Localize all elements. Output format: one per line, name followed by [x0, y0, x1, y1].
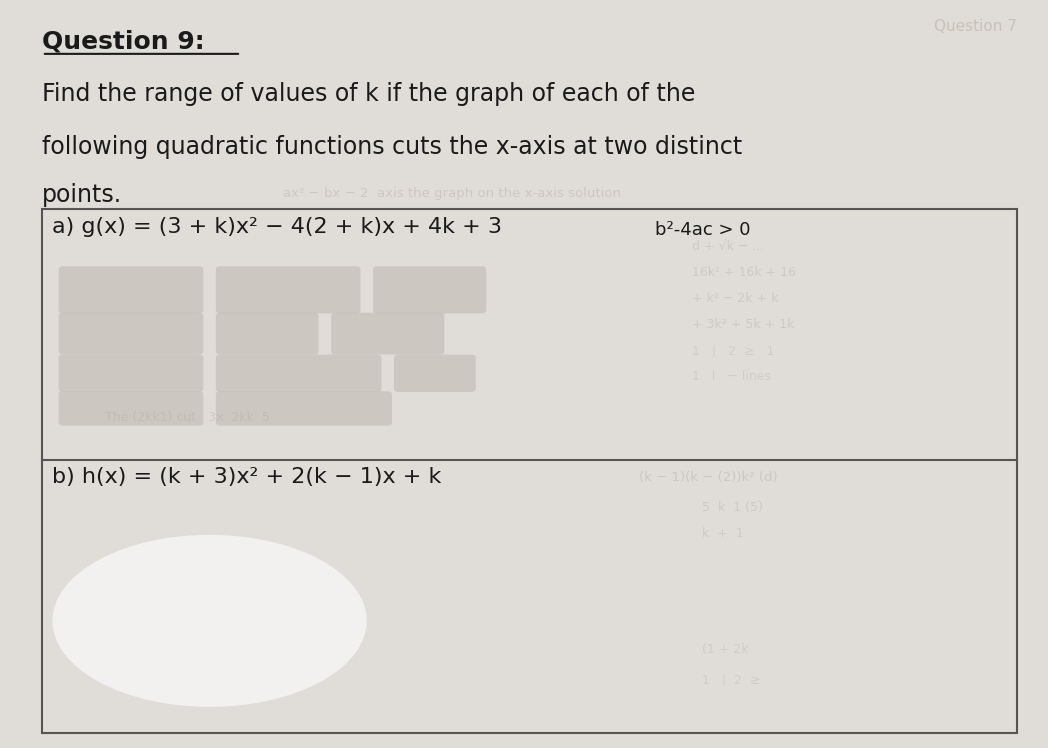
Text: 1   |  2  ≥: 1 | 2 ≥: [702, 673, 761, 686]
Text: (1 + 2k: (1 + 2k: [702, 643, 748, 656]
FancyBboxPatch shape: [394, 355, 476, 392]
Text: a) g(x) = (3 + k)x² − 4(2 + k)x + 4k + 3: a) g(x) = (3 + k)x² − 4(2 + k)x + 4k + 3: [52, 217, 502, 237]
Ellipse shape: [52, 535, 367, 707]
Text: 5  k  1 (5): 5 k 1 (5): [702, 501, 763, 514]
FancyBboxPatch shape: [59, 313, 203, 355]
Text: Question 9:: Question 9:: [42, 30, 204, 54]
Text: b) h(x) = (k + 3)x² + 2(k − 1)x + k: b) h(x) = (k + 3)x² + 2(k − 1)x + k: [52, 468, 442, 488]
FancyBboxPatch shape: [59, 266, 203, 313]
Text: (k − 1)(k − (2))k² (d): (k − 1)(k − (2))k² (d): [639, 471, 778, 484]
Text: + k² − 2k + k: + k² − 2k + k: [692, 292, 778, 304]
FancyBboxPatch shape: [216, 355, 381, 392]
FancyBboxPatch shape: [331, 313, 444, 355]
Text: 16k² + 16k + 16: 16k² + 16k + 16: [692, 266, 795, 278]
Text: 1   |   2  ≥   1: 1 | 2 ≥ 1: [692, 344, 774, 357]
Text: + 3k² + 5k + 1k: + 3k² + 5k + 1k: [692, 318, 794, 331]
FancyBboxPatch shape: [59, 355, 203, 392]
Bar: [42, 209, 1017, 733]
FancyBboxPatch shape: [216, 313, 319, 355]
Text: Question 7: Question 7: [934, 19, 1017, 34]
FancyBboxPatch shape: [59, 391, 203, 426]
Text: d + √k − ...: d + √k − ...: [692, 239, 764, 252]
FancyBboxPatch shape: [216, 391, 392, 426]
Text: 1   l   − lines: 1 l − lines: [692, 370, 770, 383]
Text: Find the range of values of k if the graph of each of the: Find the range of values of k if the gra…: [42, 82, 695, 106]
Text: ax² − bx − 2  axis the graph on the x-axis solution: ax² − bx − 2 axis the graph on the x-axi…: [283, 187, 621, 200]
Text: points.: points.: [42, 183, 122, 207]
Text: following quadratic functions cuts the x-axis at two distinct: following quadratic functions cuts the x…: [42, 135, 742, 159]
Text: The (2kk1) cut   3x  2kk  5: The (2kk1) cut 3x 2kk 5: [105, 411, 269, 424]
FancyBboxPatch shape: [216, 266, 361, 313]
Text: b²-4ac > 0: b²-4ac > 0: [655, 221, 750, 239]
FancyBboxPatch shape: [373, 266, 486, 313]
Text: k  +  1: k + 1: [702, 527, 744, 540]
